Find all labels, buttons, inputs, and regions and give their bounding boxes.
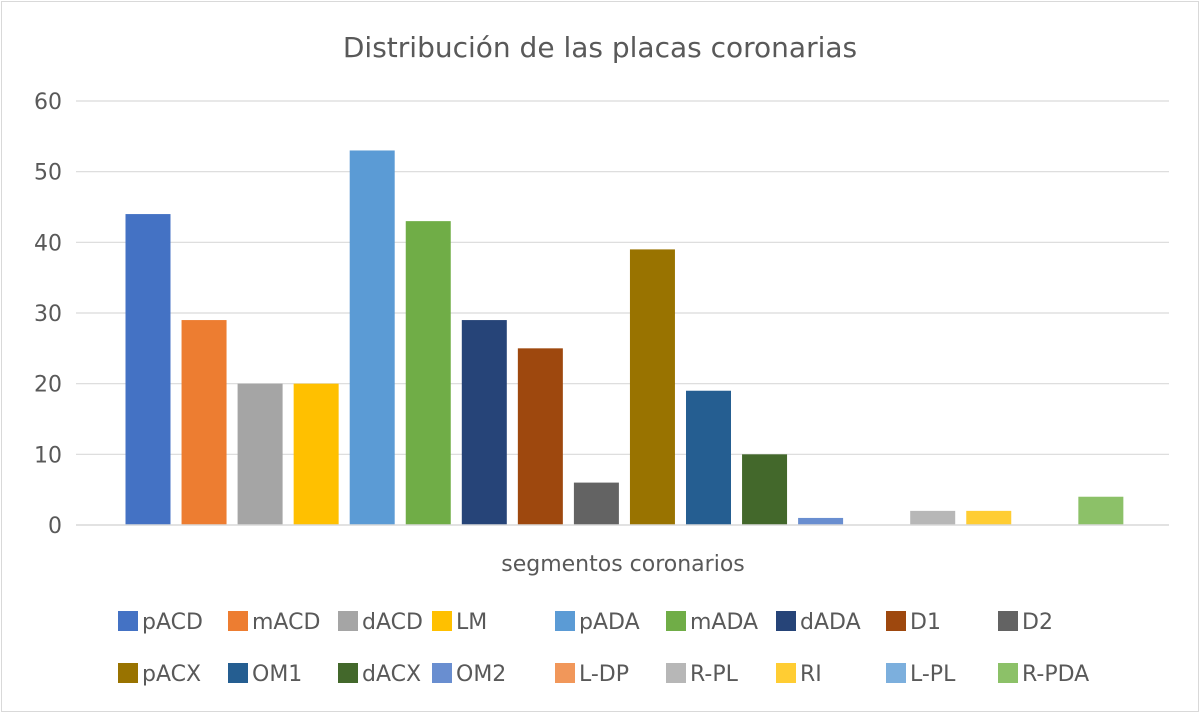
legend-swatch-r-pda xyxy=(998,663,1018,683)
bar-dacd xyxy=(237,383,283,525)
legend-label-l-dp: L-DP xyxy=(579,662,629,687)
bar-pada xyxy=(349,150,395,525)
bar-macd xyxy=(181,320,227,525)
legend-swatch-r-pl xyxy=(666,663,686,683)
legend-swatch-om2 xyxy=(432,663,452,683)
y-tick-label: 40 xyxy=(34,231,62,256)
bar-ri xyxy=(966,510,1012,525)
legend-swatch-l-pl xyxy=(886,663,906,683)
legend-label-dacx: dACX xyxy=(362,662,421,687)
legend-label-d1: D1 xyxy=(910,610,941,635)
legend-swatch-pacx xyxy=(118,663,138,683)
legend-swatch-pada xyxy=(555,611,575,631)
legend-swatch-mada xyxy=(666,611,686,631)
y-tick-label: 60 xyxy=(34,90,62,115)
legend-label-dacd: dACD xyxy=(362,610,423,635)
chart-title: Distribución de las placas coronarias xyxy=(343,31,857,64)
legend-swatch-dada xyxy=(776,611,796,631)
x-axis-label: segmentos coronarios xyxy=(501,552,745,577)
legend-label-ri: RI xyxy=(800,662,822,687)
bar-d1 xyxy=(517,348,563,525)
legend-swatch-dacx xyxy=(338,663,358,683)
legend: pACD mACD dACD LM pADA mADA dADA D1 D2 pACX OM1 dAC… xyxy=(118,610,1089,687)
legend-swatch-lm xyxy=(432,611,452,631)
y-tick-label: 0 xyxy=(48,514,62,539)
legend-label-pada: pADA xyxy=(579,610,640,635)
bar-d2 xyxy=(573,482,619,525)
legend-label-om1: OM1 xyxy=(252,662,302,687)
legend-swatch-dacd xyxy=(338,611,358,631)
legend-swatch-l-dp xyxy=(555,663,575,683)
bar-r-pda xyxy=(1078,496,1124,525)
bar-om2 xyxy=(798,517,844,525)
bar-dada xyxy=(461,320,507,525)
legend-label-r-pl: R-PL xyxy=(690,662,739,687)
legend-swatch-d2 xyxy=(998,611,1018,631)
legend-swatch-pacd xyxy=(118,611,138,631)
legend-label-dada: dADA xyxy=(800,610,861,635)
y-tick-label: 20 xyxy=(34,373,62,398)
legend-swatch-d1 xyxy=(886,611,906,631)
legend-swatch-ri xyxy=(776,663,796,683)
bars xyxy=(125,150,1124,526)
legend-label-om2: OM2 xyxy=(456,662,506,687)
y-tick-label: 10 xyxy=(34,443,62,468)
legend-label-l-pl: L-PL xyxy=(910,662,956,687)
y-tick-label: 50 xyxy=(34,161,62,186)
bar-pacx xyxy=(629,249,675,525)
legend-label-pacd: pACD xyxy=(142,610,203,635)
y-axis: 0 10 20 30 40 50 60 xyxy=(34,90,62,539)
legend-swatch-om1 xyxy=(228,663,248,683)
legend-label-d2: D2 xyxy=(1022,610,1053,635)
bar-r-pl xyxy=(910,510,956,525)
bar-pacd xyxy=(125,214,171,526)
bar-dacx xyxy=(742,454,788,525)
legend-label-pacx: pACX xyxy=(142,662,201,687)
legend-swatch-macd xyxy=(228,611,248,631)
legend-label-mada: mADA xyxy=(690,610,758,635)
bar-lm xyxy=(293,383,339,525)
bar-mada xyxy=(405,221,451,525)
legend-label-macd: mACD xyxy=(252,610,320,635)
legend-label-r-pda: R-PDA xyxy=(1022,662,1089,687)
legend-label-lm: LM xyxy=(456,610,487,635)
y-tick-label: 30 xyxy=(34,302,62,327)
bar-om1 xyxy=(686,390,731,525)
